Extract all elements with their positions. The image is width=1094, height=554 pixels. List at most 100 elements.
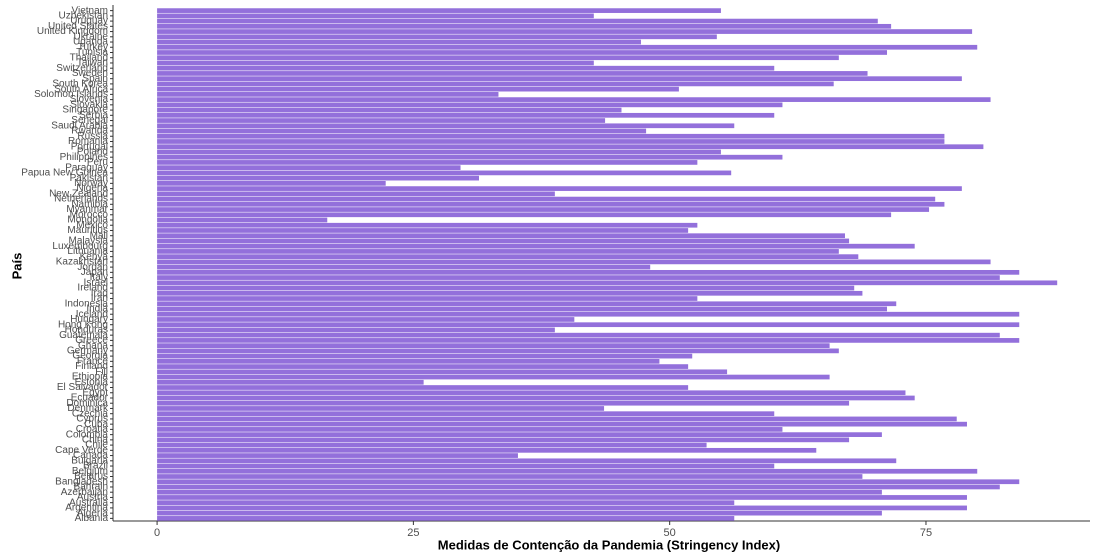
bar <box>157 97 991 102</box>
y-tick-label: Uganda <box>73 37 108 48</box>
x-tick-label: 50 <box>664 527 676 539</box>
y-tick-label: South Korea <box>52 79 108 90</box>
y-tick-label: Indonesia <box>65 298 109 309</box>
y-tick-label: Spain <box>82 73 108 84</box>
bar <box>157 92 499 97</box>
y-tick-label: Rwanda <box>71 126 108 137</box>
bar <box>157 505 967 511</box>
y-tick-label: Denmark <box>67 403 109 414</box>
y-tick-label: Namibia <box>71 199 108 210</box>
bar <box>157 411 775 417</box>
bar <box>157 65 775 71</box>
y-tick-label: Morocco <box>70 209 109 220</box>
y-tick-label: Uruguay <box>70 16 108 27</box>
y-tick-label: Kazakhstan <box>56 257 108 268</box>
y-tick-label: Iraq <box>91 288 108 299</box>
bar <box>157 13 594 19</box>
bar <box>157 112 775 118</box>
y-tick-label: France <box>77 356 109 367</box>
bar <box>157 154 783 160</box>
bar <box>157 144 984 150</box>
y-tick-label: Pakistan <box>70 173 108 184</box>
bar <box>157 484 1000 490</box>
y-tick-label: Jordan <box>77 262 108 273</box>
y-tick-label: Mongolia <box>67 215 108 226</box>
x-tick-label: 25 <box>407 527 419 539</box>
y-tick-label: United Kingdom <box>37 26 108 37</box>
y-tick-label: New Zealand <box>49 188 108 199</box>
y-tick-label: Ireland <box>77 283 108 294</box>
bar <box>157 280 1058 286</box>
bar <box>157 400 850 406</box>
y-tick-label: Uzbekistan <box>59 10 108 21</box>
y-tick-label: South Africa <box>54 84 108 95</box>
bar <box>157 338 1020 343</box>
bar <box>157 107 622 113</box>
y-tick-label: Kenya <box>80 251 109 262</box>
bar <box>157 233 845 239</box>
y-tick-label: Portugal <box>71 141 108 152</box>
y-tick-label: Vietnam <box>71 5 108 16</box>
bar <box>157 474 863 479</box>
bar <box>157 358 660 364</box>
bar <box>157 421 967 427</box>
bar <box>157 510 882 516</box>
bar <box>157 348 839 354</box>
bar <box>157 442 707 448</box>
bar <box>157 29 973 34</box>
bar <box>157 463 775 469</box>
bar <box>157 76 962 82</box>
y-tick-label: Iceland <box>76 309 108 320</box>
y-tick-label: Guatemala <box>59 330 108 341</box>
bar <box>157 191 555 197</box>
bar <box>157 249 839 254</box>
y-tick-label: India <box>86 304 108 315</box>
bar <box>157 201 945 207</box>
y-tick-label: Belgium <box>72 466 108 477</box>
y-tick-label: Solomon Islands <box>34 89 108 100</box>
y-tick-label: Lithuania <box>67 246 108 257</box>
bar <box>157 8 721 13</box>
y-tick-label: Germany <box>67 346 108 357</box>
y-tick-label: Slovenia <box>70 94 109 105</box>
y-tick-label: Czechia <box>72 408 109 419</box>
bar <box>157 123 735 129</box>
y-tick-label: Myanmar <box>66 204 108 215</box>
bar <box>157 306 888 312</box>
bar <box>157 254 859 260</box>
y-tick-label: Bahrain <box>74 482 108 493</box>
bar <box>157 160 698 165</box>
bar <box>157 432 882 437</box>
y-tick-label: Ecuador <box>71 393 109 404</box>
bar <box>157 395 915 401</box>
y-tick-label: Tunisia <box>76 47 108 58</box>
y-tick-label: Ethiopia <box>72 372 109 383</box>
bar <box>157 212 892 218</box>
bar <box>157 217 328 223</box>
y-tick-label: Peru <box>87 157 108 168</box>
bar <box>157 369 728 375</box>
y-tick-label: Dominica <box>66 398 108 409</box>
y-tick-label: Estonia <box>75 377 109 388</box>
y-tick-label: Taiwan <box>77 58 108 69</box>
y-tick-label: Finland <box>75 361 108 372</box>
bar <box>157 86 679 92</box>
bar <box>157 416 957 422</box>
bar <box>157 290 863 296</box>
y-tick-label: China <box>82 435 109 446</box>
bar <box>157 175 479 181</box>
y-tick-label: Turkey <box>78 42 108 53</box>
y-tick-label: Canada <box>73 450 108 461</box>
y-tick-label: Thailand <box>70 52 108 63</box>
y-tick-label: Poland <box>77 147 108 158</box>
bar <box>157 269 1020 275</box>
y-tick-label: Egypt <box>82 387 108 398</box>
bar <box>157 285 855 291</box>
y-tick-label: Malaysia <box>69 236 109 247</box>
y-tick-label: Australia <box>69 497 108 508</box>
y-tick-label: Mexico <box>76 220 108 231</box>
y-tick-label: El Salvador <box>57 382 109 393</box>
bar <box>157 447 817 453</box>
y-tick-label: United States <box>48 21 108 32</box>
bar <box>157 133 945 139</box>
